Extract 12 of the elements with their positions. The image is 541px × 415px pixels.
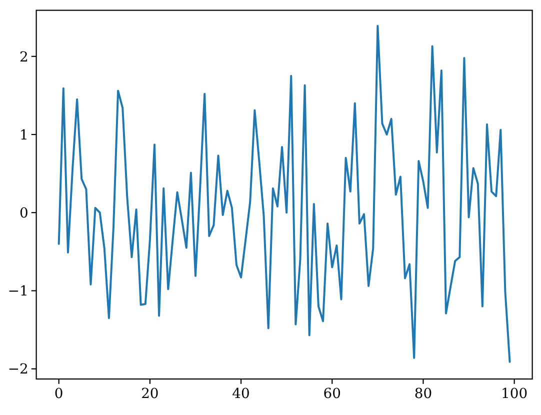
x-tick-label: 40 [232,386,250,402]
x-tick-label: 20 [141,386,159,402]
y-tick-label: −1 [8,284,28,300]
y-tick-label: 0 [19,205,28,222]
y-tick-label: −2 [8,362,28,378]
line-series [58,24,511,363]
x-tick-label: 80 [414,386,432,402]
x-tick-label: 60 [323,386,341,402]
x-tick-label: 100 [501,386,528,402]
x-tick-label: 0 [54,386,64,402]
y-tick-label: 2 [19,49,28,66]
y-tick-label: 1 [19,127,28,144]
